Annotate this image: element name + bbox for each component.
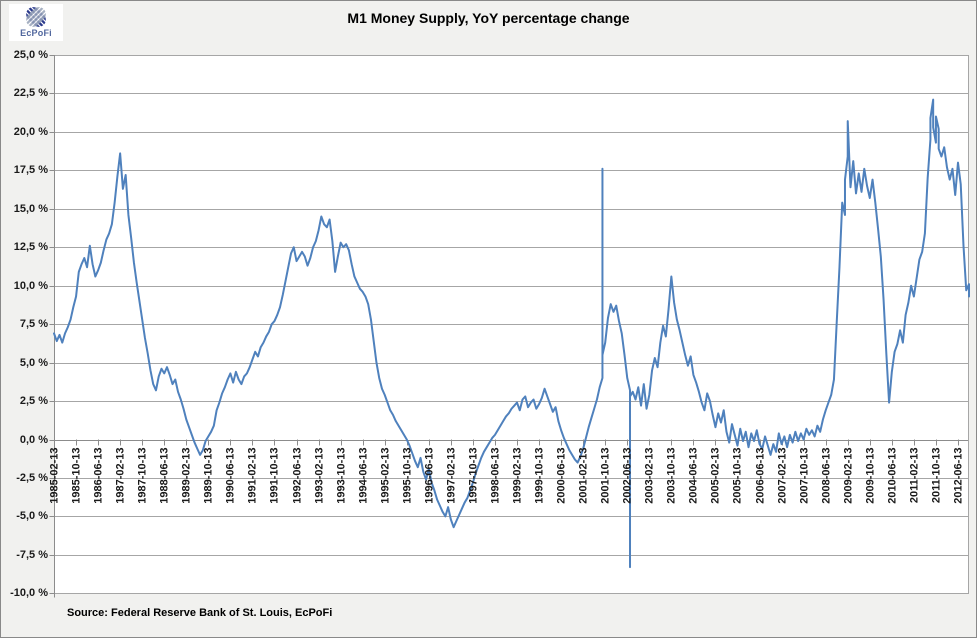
y-tick-label: 15,0 %: [13, 202, 48, 215]
x-tick-label: 2001-10-13: [599, 447, 612, 504]
x-tick-label: 2006-06-13: [754, 447, 767, 504]
x-tick-label: 1991-10-13: [268, 447, 281, 504]
x-tick-label: 1986-06-13: [92, 447, 105, 504]
x-tick-label: 1999-02-13: [511, 447, 524, 504]
y-tick-label: -5,0 %: [16, 510, 48, 523]
y-tick-label: 20,0 %: [13, 125, 48, 138]
y-tick-label: 2,5 %: [19, 395, 48, 408]
y-tick-label: 25,0 %: [13, 49, 48, 61]
x-tick-label: 2001-02-13: [577, 447, 590, 504]
x-tick-label: 1985-10-13: [70, 447, 83, 504]
x-tick-label: 1998-06-13: [489, 447, 502, 504]
x-tick-label: 1989-10-13: [202, 447, 215, 504]
x-tick-label: 2012-06-13: [952, 447, 965, 504]
x-tick-label: 2005-10-13: [731, 447, 744, 504]
x-tick-label: 2007-02-13: [776, 447, 789, 504]
x-tick-label: 1987-10-13: [136, 447, 149, 504]
x-tick-label: 2005-02-13: [709, 447, 722, 504]
y-tick-label: 17,5 %: [13, 164, 48, 177]
x-tick-label: 2007-10-13: [798, 447, 811, 504]
x-tick-label: 1990-06-13: [224, 447, 237, 504]
y-tick-label: -7,5 %: [16, 548, 48, 561]
ecpofi-logo: EcPoFi: [9, 4, 63, 41]
y-tick-label: 0,0 %: [19, 433, 48, 446]
y-tick-label: 22,5 %: [13, 87, 48, 100]
y-tick-label: 7,5 %: [19, 318, 48, 331]
y-tick-label: -2,5 %: [16, 471, 48, 484]
chart-title: M1 Money Supply, YoY percentage change: [347, 10, 630, 26]
x-tick-label: 1991-02-13: [246, 447, 259, 504]
x-tick-label: 1995-02-13: [379, 447, 392, 504]
x-tick-label: 1987-02-13: [114, 447, 127, 504]
x-tick-label: 1992-06-13: [291, 447, 304, 504]
x-tick-label: 1985-02-13: [48, 447, 61, 504]
x-tick-label: 1988-06-13: [158, 447, 171, 504]
x-tick-label: 1989-02-13: [180, 447, 193, 504]
x-tick-label: 2011-10-13: [930, 447, 943, 504]
m1-series-line: [53, 98, 970, 569]
ecpofi-logo-text: EcPoFi: [20, 28, 52, 38]
x-tick-label: 2011-02-13: [908, 447, 921, 504]
x-tick-label: 1999-10-13: [533, 447, 546, 504]
x-tick-label: 1993-02-13: [313, 447, 326, 504]
x-tick-label: 2009-10-13: [864, 447, 877, 504]
x-tick-label: 1997-10-13: [467, 447, 480, 504]
y-tick-label: 12,5 %: [13, 241, 48, 254]
y-tick-label: 10,0 %: [13, 279, 48, 292]
x-tick-label: 1994-06-13: [357, 447, 370, 504]
x-tick-label: 1995-10-13: [401, 447, 414, 504]
ecpofi-logo-icon: [25, 6, 47, 28]
x-tick-label: 1997-02-13: [445, 447, 458, 504]
x-tick-label: 2008-06-13: [820, 447, 833, 504]
x-tick-label: 2010-06-13: [886, 447, 899, 504]
x-tick-label: 2003-02-13: [643, 447, 656, 504]
y-tick-label: 5,0 %: [19, 356, 48, 369]
x-tick-label: 2000-06-13: [555, 447, 568, 504]
x-tick-label: 2004-06-13: [687, 447, 700, 504]
x-tick-label: 2003-10-13: [665, 447, 678, 504]
x-tick-label: 1996-06-13: [423, 447, 436, 504]
y-tick-label: -10,0 %: [10, 587, 48, 600]
x-tick-label: 2009-02-13: [842, 447, 855, 504]
x-tick-label: 2002-06-13: [621, 447, 634, 504]
x-tick-label: 1993-10-13: [335, 447, 348, 504]
source-note: Source: Federal Reserve Bank of St. Loui…: [67, 607, 333, 619]
